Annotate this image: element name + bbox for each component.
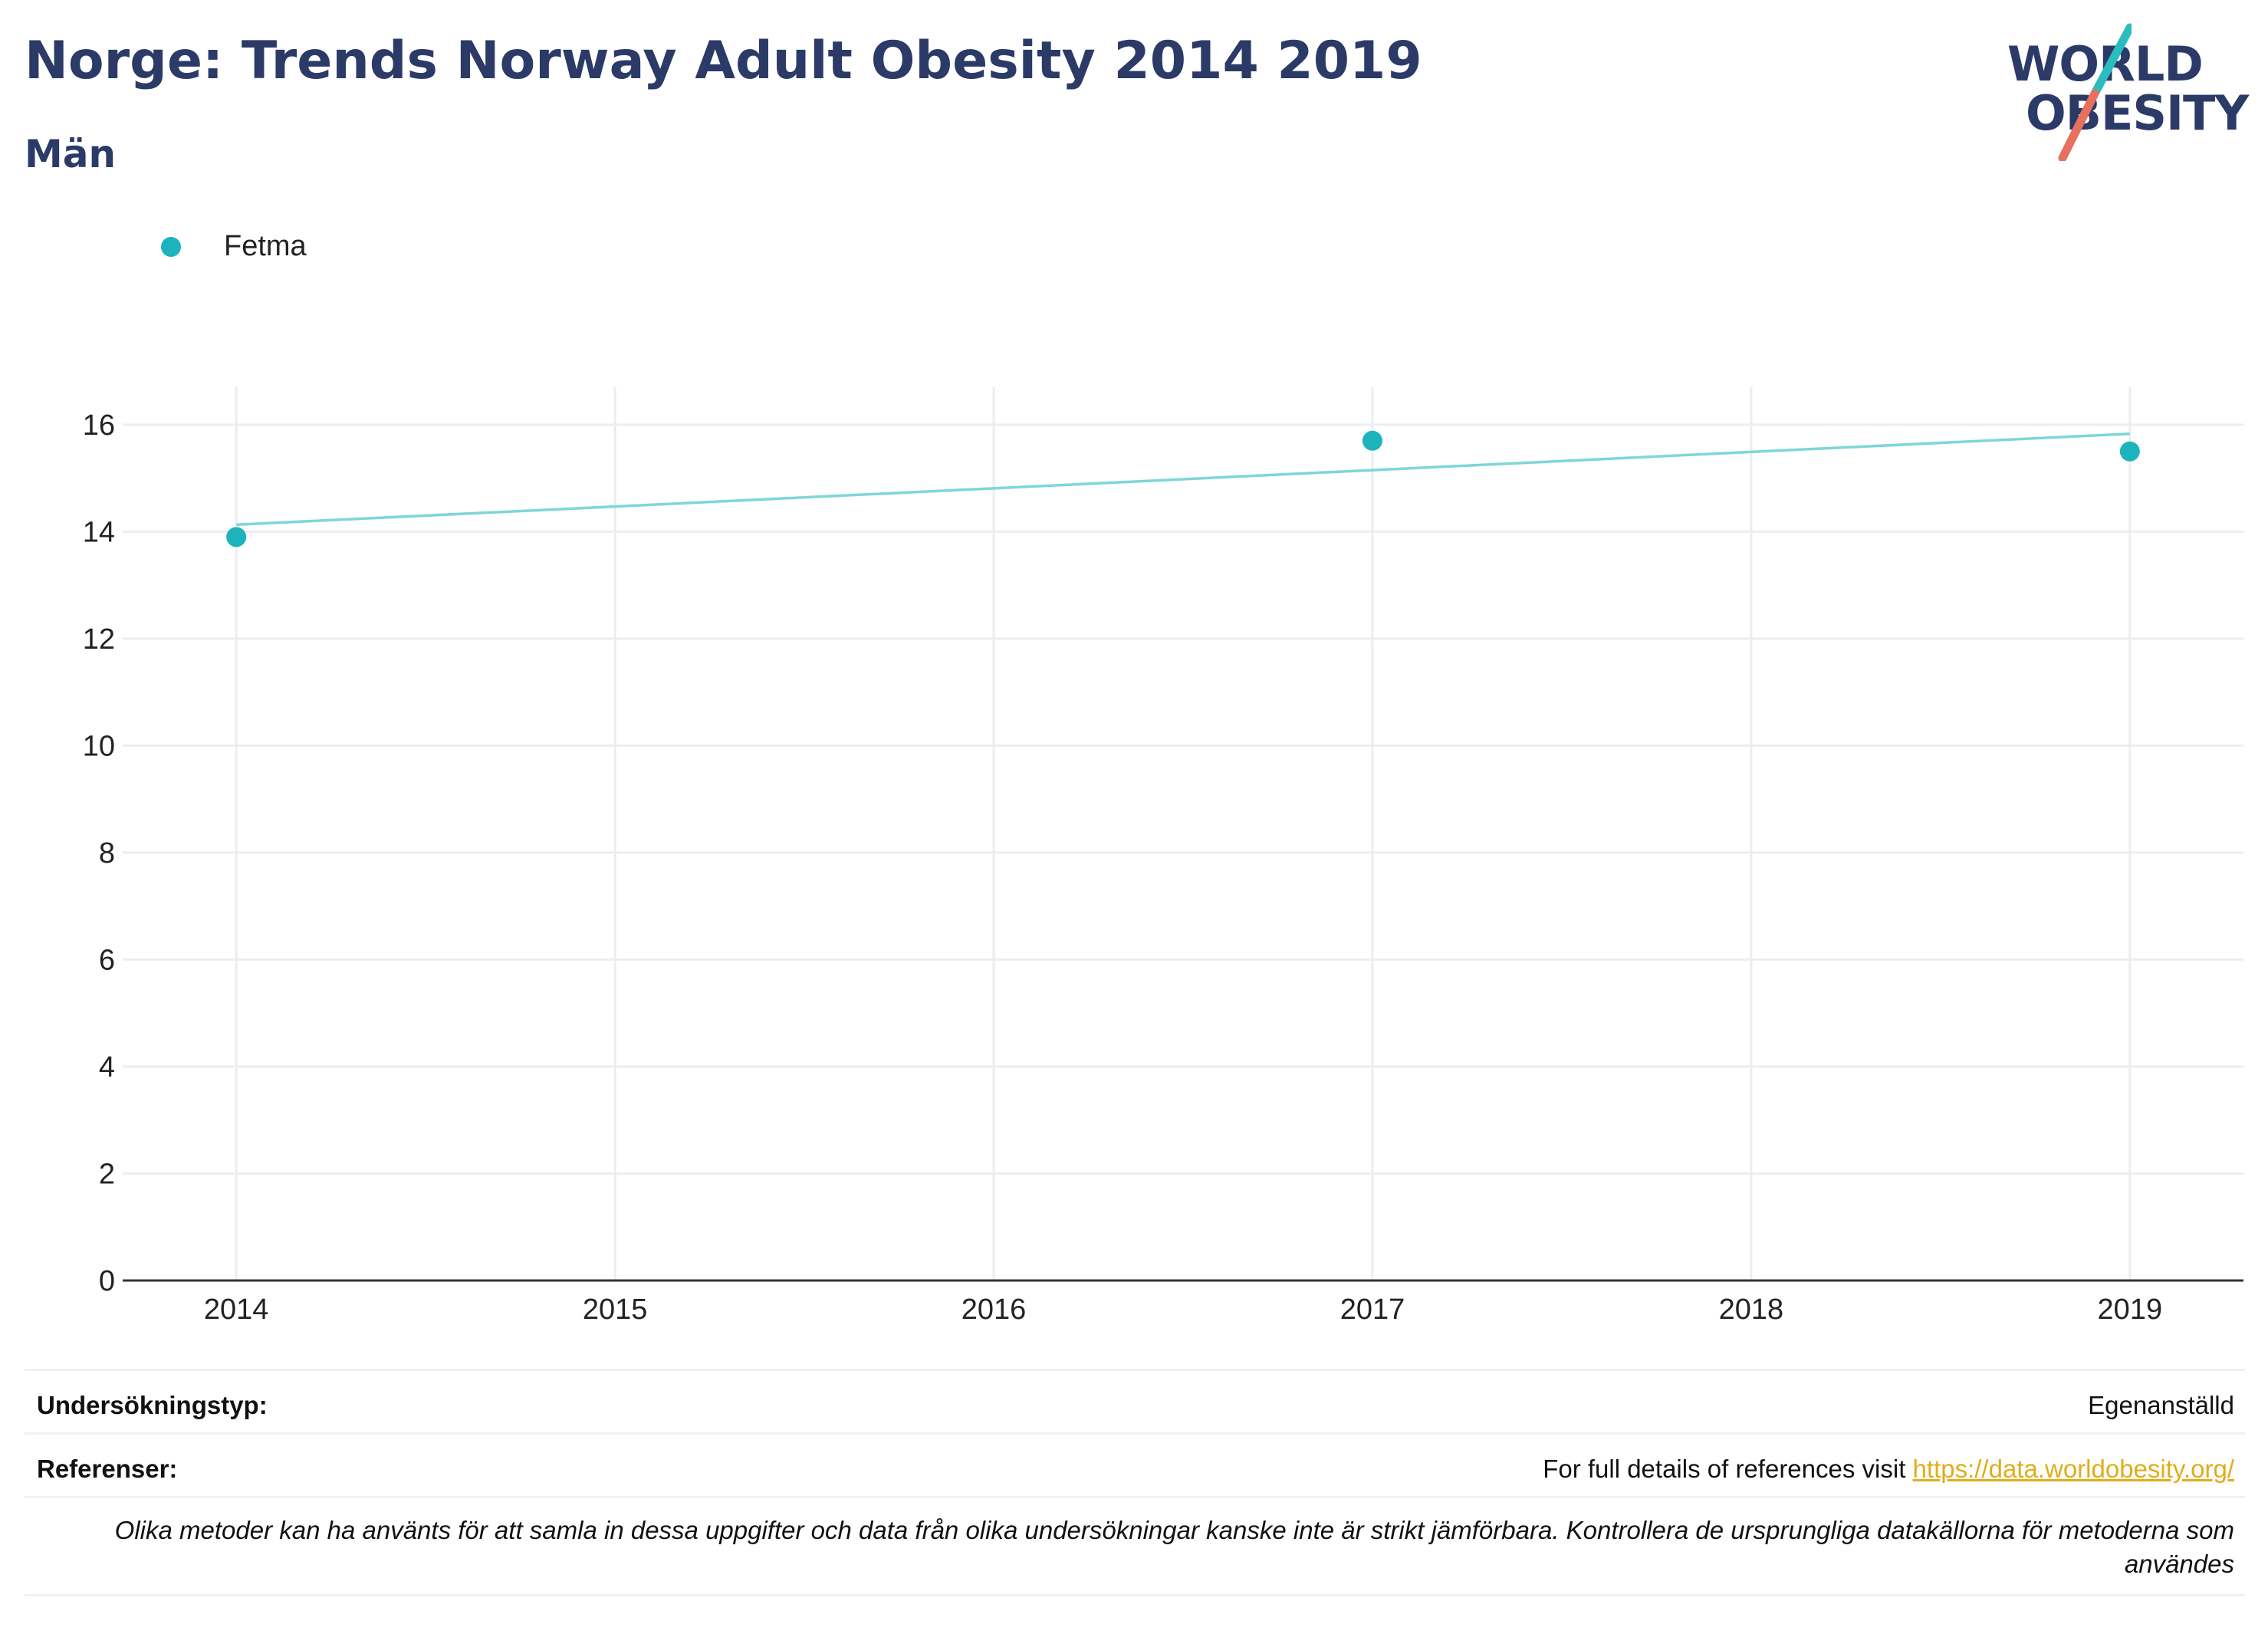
chart-area: 0 2 4 6 8 10 12 14 16 2014 2015 2016 2017 2018 2019 bbox=[83, 387, 2243, 1326]
data-point bbox=[1362, 430, 1382, 451]
survey-type-row: Undersökningstyp: Egenanställd bbox=[25, 1369, 2245, 1432]
y-tick-label: 0 bbox=[99, 1265, 115, 1297]
references-link[interactable]: https://data.worldobesity.org/ bbox=[1912, 1455, 2234, 1483]
data-point bbox=[2119, 441, 2140, 462]
x-tick-label: 2014 bbox=[204, 1294, 269, 1326]
x-tick-label: 2017 bbox=[1340, 1294, 1405, 1326]
legend-marker-fetma bbox=[161, 236, 181, 257]
survey-type-label: Undersökningstyp: bbox=[37, 1391, 268, 1419]
chart-legend: Fetma bbox=[161, 230, 307, 263]
legend-label-fetma: Fetma bbox=[224, 230, 307, 262]
references-row: Referenser: For full details of referenc… bbox=[25, 1432, 2245, 1496]
survey-type-value: Egenanställd bbox=[2088, 1391, 2234, 1419]
y-tick-label: 16 bbox=[83, 409, 115, 442]
logo-slash-icon bbox=[2058, 23, 2132, 161]
y-tick-label: 8 bbox=[99, 837, 115, 870]
info-table: Undersökningstyp: Egenanställd Referense… bbox=[25, 1369, 2245, 1599]
trendline bbox=[236, 432, 2130, 527]
world-obesity-logo: WORLD OBESITY bbox=[1994, 19, 2258, 161]
x-tick-label: 2015 bbox=[583, 1294, 648, 1326]
chart-subtitle: Män bbox=[25, 132, 117, 176]
y-tick-label: 12 bbox=[83, 623, 115, 656]
references-label: Referenser: bbox=[37, 1455, 178, 1483]
y-tick-label: 4 bbox=[99, 1051, 115, 1083]
y-tick-label: 14 bbox=[83, 516, 115, 548]
references-value: For full details of references visit htt… bbox=[1543, 1455, 2234, 1484]
x-tick-label: 2016 bbox=[961, 1294, 1027, 1326]
y-tick-label: 6 bbox=[99, 944, 115, 976]
x-tick-label: 2018 bbox=[1719, 1294, 1784, 1326]
y-tick-label: 10 bbox=[83, 730, 115, 762]
y-tick-label: 2 bbox=[99, 1158, 115, 1190]
methods-note: Olika metoder kan ha använts för att sam… bbox=[114, 1516, 2234, 1578]
data-point bbox=[226, 527, 247, 547]
logo-word-obesity: OBESITY bbox=[2026, 85, 2249, 141]
references-text: For full details of references visit bbox=[1543, 1455, 1913, 1483]
methods-note-row: Olika metoder kan ha använts för att sam… bbox=[25, 1496, 2245, 1594]
info-table-bottom-border bbox=[25, 1594, 2245, 1596]
chart-title: Norge: Trends Norway Adult Obesity 2014 … bbox=[25, 31, 1422, 91]
x-tick-label: 2019 bbox=[2098, 1294, 2163, 1326]
